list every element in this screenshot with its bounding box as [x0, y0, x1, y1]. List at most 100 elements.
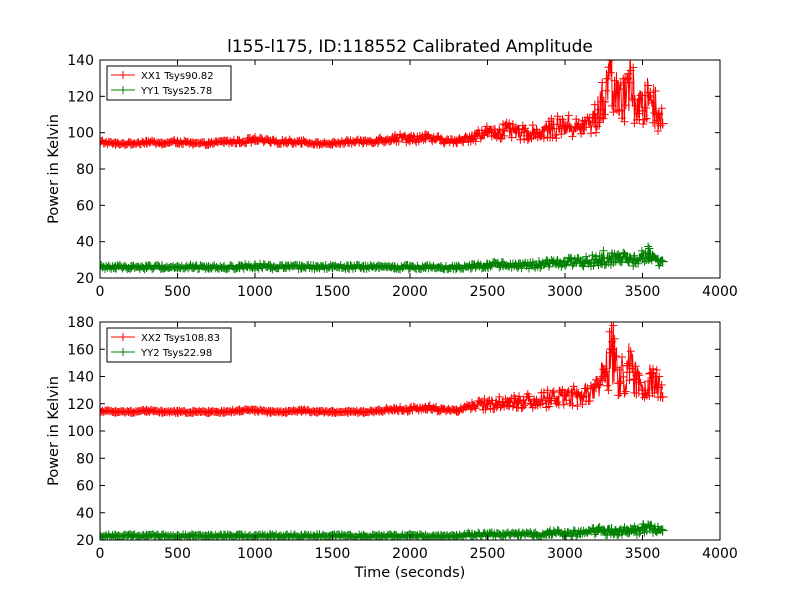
- x-tick-label: 1000: [237, 546, 273, 562]
- data-point: [591, 113, 601, 124]
- data-point: [645, 249, 656, 260]
- data-point: [591, 382, 601, 393]
- legend-marker: [119, 348, 127, 356]
- data-point: [250, 405, 260, 416]
- data-point: [374, 530, 384, 540]
- data-point: [657, 118, 668, 129]
- data-point: [203, 138, 214, 149]
- data-point: [513, 529, 524, 540]
- data-point: [653, 254, 663, 265]
- data-point: [653, 524, 663, 535]
- x-tick-label: 0: [96, 284, 105, 300]
- data-point: [374, 262, 384, 273]
- data-point: [126, 138, 136, 149]
- x-tick-label: 3500: [625, 284, 661, 300]
- data-point: [653, 382, 663, 393]
- data-point: [637, 385, 648, 396]
- data-point: [172, 406, 183, 417]
- data-point: [234, 136, 245, 147]
- data-point: [234, 262, 245, 273]
- y-tick-label: 80: [76, 162, 94, 178]
- x-tick-label: 2500: [470, 546, 506, 562]
- y-tick-label: 100: [67, 126, 94, 142]
- data-point: [637, 253, 648, 264]
- data-point: [420, 133, 431, 144]
- data-point: [622, 253, 632, 264]
- data-point: [598, 371, 609, 382]
- chart-title: l155-l175, ID:118552 Calibrated Amplitud…: [227, 37, 593, 57]
- data-point: [343, 136, 353, 147]
- x-tick-label: 3000: [547, 546, 583, 562]
- data-point: [513, 260, 524, 271]
- data-point: [219, 136, 229, 147]
- data-point: [467, 401, 477, 412]
- data-point: [645, 521, 656, 532]
- data-point: [622, 73, 632, 84]
- x-tick-label: 500: [164, 284, 191, 300]
- y-tick-label: 160: [67, 342, 94, 358]
- y-tick-label: 20: [76, 533, 94, 549]
- legend: XX1 Tsys90.82 YY1 Tsys25.78: [106, 65, 232, 101]
- data-point: [529, 127, 539, 138]
- data-point: [657, 391, 668, 402]
- data-point: [436, 404, 446, 415]
- y-tick-label: 120: [67, 89, 94, 105]
- data-point: [296, 262, 307, 273]
- data-point: [141, 405, 152, 416]
- data-point: [606, 344, 617, 355]
- data-point: [389, 530, 400, 540]
- y-tick-label: 40: [76, 506, 94, 522]
- data-point: [203, 262, 214, 273]
- data-point: [100, 405, 105, 416]
- legend-label: YY2 Tsys22.98: [140, 348, 212, 359]
- data-point: [188, 138, 198, 149]
- data-point: [436, 262, 446, 273]
- y-tick-label: 100: [67, 424, 94, 440]
- data-point: [637, 105, 648, 116]
- data-point: [343, 262, 353, 273]
- y-axis-label: Power in Kelvin: [46, 114, 62, 224]
- legend-box: [106, 65, 232, 101]
- data-point: [188, 530, 198, 540]
- data-point: [234, 530, 245, 540]
- data-point: [126, 406, 136, 417]
- data-point: [622, 360, 632, 371]
- data-point: [467, 131, 477, 142]
- data-point: [598, 525, 609, 536]
- data-point: [389, 133, 400, 144]
- y-tick-label: 120: [67, 397, 94, 413]
- x-tick-label: 1500: [315, 284, 351, 300]
- data-point: [141, 136, 152, 147]
- data-point: [598, 253, 609, 264]
- data-point: [420, 530, 431, 540]
- data-point: [657, 256, 668, 267]
- data-point: [100, 530, 105, 540]
- data-point: [100, 136, 105, 147]
- data-point: [110, 138, 121, 149]
- data-point: [234, 405, 245, 416]
- legend-marker: [119, 86, 127, 94]
- data-point: [405, 133, 415, 144]
- data-point: [358, 406, 369, 417]
- data-point: [405, 262, 415, 273]
- legend-label: YY1 Tsys25.78: [140, 86, 212, 97]
- data-point: [389, 262, 400, 273]
- data-point: [544, 124, 555, 135]
- data-point: [100, 262, 105, 273]
- data-point: [141, 530, 152, 540]
- x-tick-label: 2000: [392, 546, 428, 562]
- series-1-2: [100, 242, 668, 274]
- data-point: [591, 254, 601, 265]
- legend-label: XX2 Tsys108.83: [141, 333, 220, 344]
- data-point: [498, 397, 508, 408]
- data-point: [575, 124, 586, 135]
- data-point: [296, 405, 307, 416]
- data-point: [327, 262, 338, 273]
- data-point: [265, 136, 276, 147]
- data-point: [126, 262, 136, 273]
- data-point: [172, 262, 183, 273]
- top-plot-panel: 0 500 1000 1500 2000 2500 3000 3500 4000 20 40 60 80…: [46, 53, 738, 300]
- data-point: [645, 368, 656, 379]
- data-point: [281, 136, 291, 147]
- data-point: [645, 87, 656, 98]
